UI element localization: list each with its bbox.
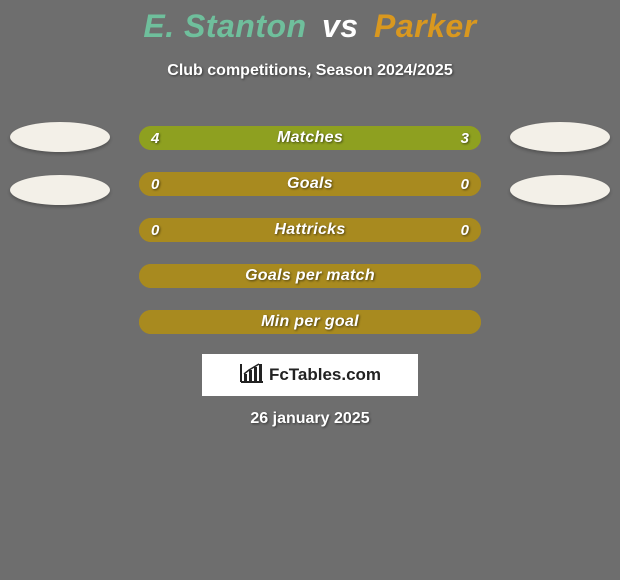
bar-row-hattricks: 0 Hattricks 0 bbox=[139, 218, 481, 242]
bar-label: Min per goal bbox=[139, 310, 481, 334]
jersey-right-2 bbox=[510, 175, 610, 205]
logo-box: FcTables.com bbox=[202, 354, 418, 396]
bar-chart-icon bbox=[239, 362, 265, 389]
bar-row-goals: 0 Goals 0 bbox=[139, 172, 481, 196]
bar-row-matches: 4 Matches 3 bbox=[139, 126, 481, 150]
page-title: E. Stanton vs Parker bbox=[0, 8, 620, 45]
title-player2: Parker bbox=[374, 8, 477, 44]
jersey-left-2 bbox=[10, 175, 110, 205]
jersey-left-1 bbox=[10, 122, 110, 152]
bar-row-min-per-goal: Min per goal bbox=[139, 310, 481, 334]
bar-label: Matches bbox=[139, 126, 481, 150]
date-text: 26 january 2025 bbox=[0, 410, 620, 428]
bar-label: Goals per match bbox=[139, 264, 481, 288]
bar-value-right: 3 bbox=[461, 126, 469, 150]
jersey-right-1 bbox=[510, 122, 610, 152]
bar-value-right: 0 bbox=[461, 218, 469, 242]
bar-label: Hattricks bbox=[139, 218, 481, 242]
comparison-infographic: E. Stanton vs Parker Club competitions, … bbox=[0, 0, 620, 580]
bar-row-goals-per-match: Goals per match bbox=[139, 264, 481, 288]
bar-label: Goals bbox=[139, 172, 481, 196]
title-player1: E. Stanton bbox=[143, 8, 306, 44]
logo-text: FcTables.com bbox=[269, 365, 381, 385]
subtitle: Club competitions, Season 2024/2025 bbox=[0, 62, 620, 80]
comparison-bars: 4 Matches 3 0 Goals 0 0 Hattricks 0 Goal… bbox=[139, 126, 481, 356]
bar-value-right: 0 bbox=[461, 172, 469, 196]
title-vs: vs bbox=[322, 8, 359, 44]
